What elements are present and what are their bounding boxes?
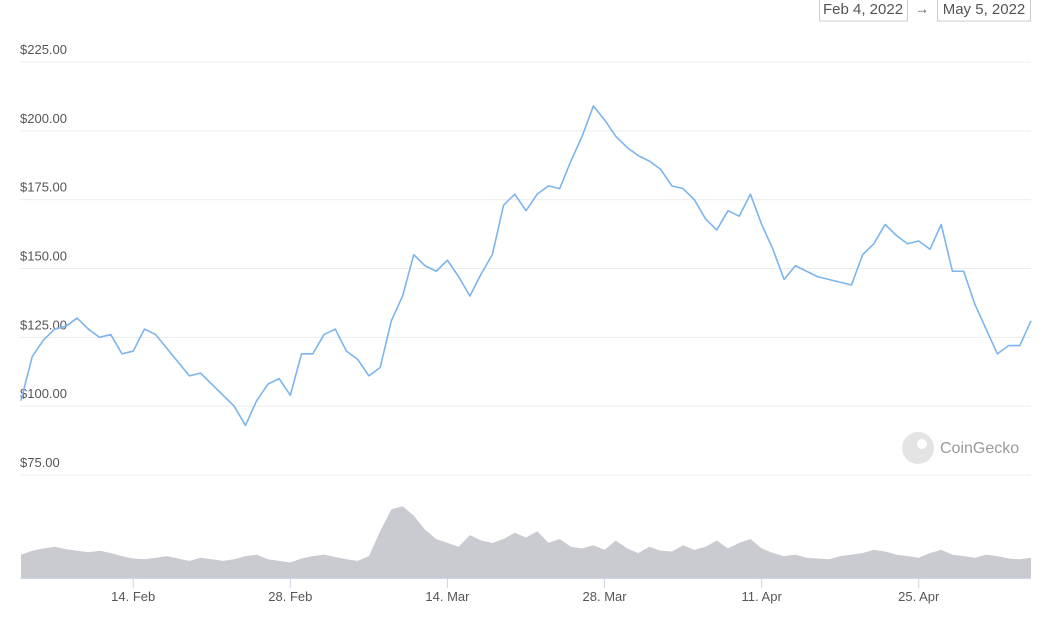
y-tick-label: $200.00 xyxy=(20,111,67,126)
watermark-text: CoinGecko xyxy=(940,440,1019,457)
y-tick-label: $225.00 xyxy=(20,42,67,57)
watermark-logo xyxy=(902,432,934,464)
x-tick-label: 28. Feb xyxy=(268,589,312,604)
x-tick-label: 28. Mar xyxy=(583,589,628,604)
x-tick-label: 11. Apr xyxy=(742,589,783,604)
x-tick-label: 14. Mar xyxy=(425,589,470,604)
start-date-box[interactable] xyxy=(819,0,908,22)
end-date[interactable]: May 5, 2022 xyxy=(943,1,1026,18)
x-tick-label: 14. Feb xyxy=(111,589,155,604)
y-tick-label: $100.00 xyxy=(20,386,67,401)
x-tick-label: 25. Apr xyxy=(898,589,940,604)
y-tick-label: $125.00 xyxy=(20,317,67,332)
y-tick-label: $75.00 xyxy=(20,455,60,470)
plot: $75.00 $100.00 $125.00 $150.00 $175.00 $200.0… xyxy=(20,42,1032,604)
y-tick-label: $150.00 xyxy=(20,249,67,264)
volume-area xyxy=(21,506,1031,578)
price-line xyxy=(20,105,1032,427)
range-arrow: → xyxy=(915,1,929,17)
y-tick-label: $175.00 xyxy=(20,180,67,195)
start-date[interactable]: Feb 4, 2022 xyxy=(823,1,903,18)
end-date-box[interactable] xyxy=(937,0,1031,22)
watermark-logo-eye xyxy=(917,439,927,449)
watermark: CoinGecko xyxy=(902,432,1019,464)
